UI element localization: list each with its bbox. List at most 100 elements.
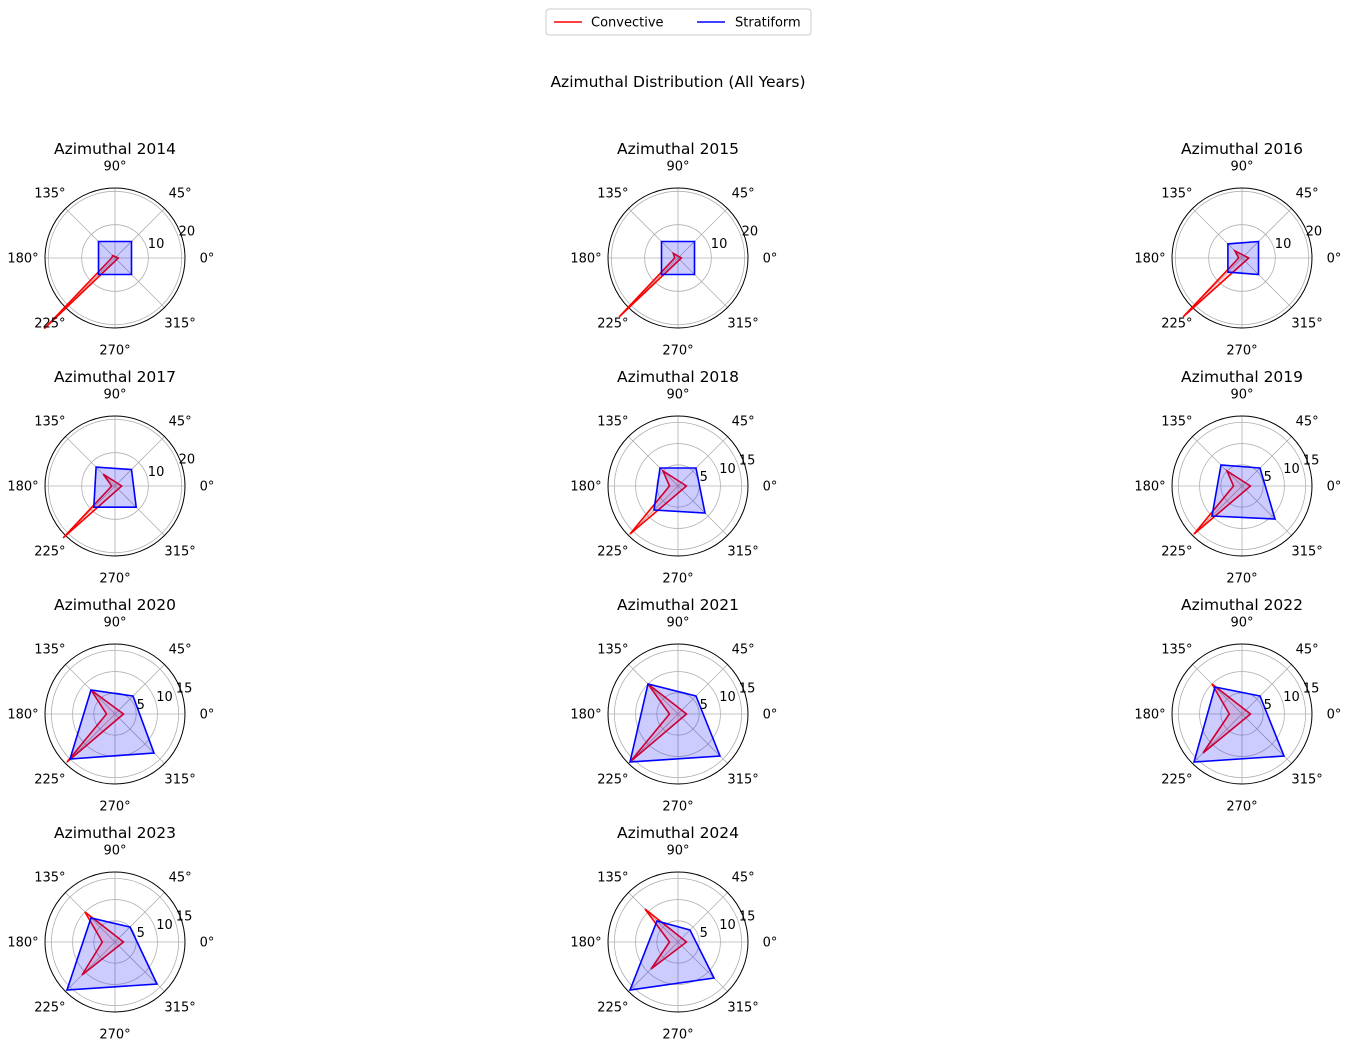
polar-spine xyxy=(1171,187,1313,329)
theta-tick-label: 270° xyxy=(99,344,130,359)
polar-spine xyxy=(607,643,749,785)
series-line-stratiform xyxy=(1227,240,1260,276)
theta-gridline xyxy=(1241,485,1292,536)
theta-tick-label: 225° xyxy=(34,1001,65,1016)
r-gridline xyxy=(613,877,743,1007)
series-fill-convective xyxy=(630,471,687,534)
theta-tick-label: 90° xyxy=(666,388,689,403)
theta-tick-label: 180° xyxy=(7,708,38,723)
r-tick-label: 15 xyxy=(176,910,193,925)
theta-tick-label: 270° xyxy=(99,572,130,587)
series-line-convective xyxy=(644,908,688,970)
theta-tick-label: 270° xyxy=(662,1028,693,1043)
r-gridline xyxy=(81,452,149,520)
theta-gridline xyxy=(677,892,728,943)
theta-tick-label: 225° xyxy=(597,773,628,788)
theta-tick-label: 180° xyxy=(570,936,601,951)
polar-spine xyxy=(607,187,749,329)
series-fill-stratiform xyxy=(70,690,154,759)
theta-tick-label: 315° xyxy=(727,545,758,560)
r-gridline xyxy=(656,692,700,736)
r-gridline xyxy=(613,649,743,779)
series-fill-convective xyxy=(67,690,124,762)
polar-spine xyxy=(44,415,186,557)
theta-tick-label: 180° xyxy=(7,252,38,267)
theta-tick-label: 135° xyxy=(597,414,628,429)
r-gridline xyxy=(50,649,180,779)
r-tick-label: 10 xyxy=(148,465,165,480)
theta-gridline xyxy=(1241,664,1292,715)
series-line-stratiform xyxy=(92,466,138,508)
r-tick-label: 5 xyxy=(1264,470,1272,485)
r-tick-label: 20 xyxy=(742,225,759,240)
legend-label-stratiform: Stratiform xyxy=(735,16,801,31)
theta-tick-label: 270° xyxy=(1226,344,1257,359)
r-gridline xyxy=(644,224,712,292)
r-gridline xyxy=(1208,224,1276,292)
theta-tick-label: 225° xyxy=(1161,545,1192,560)
r-tick-label: 5 xyxy=(137,926,145,941)
theta-tick-label: 180° xyxy=(1134,252,1165,267)
r-gridline xyxy=(656,920,700,964)
theta-tick-label: 135° xyxy=(597,870,628,885)
theta-gridline xyxy=(65,941,116,992)
polar-spine xyxy=(44,187,186,329)
theta-tick-label: 270° xyxy=(1226,572,1257,587)
subplot-title: Azimuthal 2019 xyxy=(1181,368,1303,386)
r-tick-label: 15 xyxy=(739,682,756,697)
r-tick-label: 5 xyxy=(137,698,145,713)
theta-tick-label: 315° xyxy=(1291,545,1322,560)
series-line-convective xyxy=(618,251,683,318)
r-tick-label: 10 xyxy=(719,918,736,933)
polar-spine xyxy=(1171,643,1313,785)
theta-tick-label: 180° xyxy=(570,252,601,267)
series-fill-stratiform xyxy=(1194,687,1284,762)
theta-tick-label: 45° xyxy=(732,642,755,657)
theta-tick-label: 180° xyxy=(570,708,601,723)
polar-spine xyxy=(607,871,749,1013)
series-fill-stratiform xyxy=(93,467,137,508)
theta-tick-label: 90° xyxy=(103,844,126,859)
theta-tick-label: 45° xyxy=(169,870,192,885)
theta-tick-label: 315° xyxy=(1291,773,1322,788)
series-line-stratiform xyxy=(653,467,706,514)
theta-tick-label: 90° xyxy=(1230,616,1253,631)
theta-tick-label: 225° xyxy=(34,545,65,560)
theta-tick-label: 0° xyxy=(200,708,215,723)
theta-tick-label: 90° xyxy=(103,388,126,403)
polar-spine xyxy=(607,415,749,557)
series-line-stratiform xyxy=(1211,464,1277,520)
theta-tick-label: 135° xyxy=(1161,642,1192,657)
polar-spine xyxy=(44,871,186,1013)
subplot-title: Azimuthal 2018 xyxy=(617,368,739,386)
legend: Convective Stratiform xyxy=(545,8,812,36)
subplot-title: Azimuthal 2015 xyxy=(617,140,739,158)
r-gridline xyxy=(81,224,149,292)
theta-tick-label: 270° xyxy=(662,800,693,815)
subplot-title: Azimuthal 2020 xyxy=(54,596,176,614)
theta-tick-label: 135° xyxy=(34,870,65,885)
theta-tick-label: 135° xyxy=(34,186,65,201)
series-fill-stratiform xyxy=(654,468,705,513)
theta-gridline xyxy=(677,941,728,992)
series-line-convective xyxy=(66,689,125,763)
theta-tick-label: 270° xyxy=(662,344,693,359)
polar-panel: 0° 45° 90° 135° 180° 225° 270° 315° 10 20 Azimutha… xyxy=(7,368,214,587)
series-line-convective xyxy=(1193,468,1252,535)
theta-tick-label: 0° xyxy=(200,936,215,951)
theta-tick-label: 270° xyxy=(662,572,693,587)
theta-tick-label: 0° xyxy=(763,936,778,951)
theta-tick-label: 90° xyxy=(103,160,126,175)
series-line-convective xyxy=(62,473,124,539)
theta-gridline xyxy=(1192,713,1243,764)
legend-frame xyxy=(545,8,812,36)
theta-tick-label: 225° xyxy=(34,317,65,332)
theta-tick-label: 225° xyxy=(597,317,628,332)
theta-tick-label: 0° xyxy=(1327,252,1342,267)
theta-gridline xyxy=(114,664,165,715)
theta-tick-label: 0° xyxy=(200,480,215,495)
r-gridline xyxy=(635,899,721,985)
theta-tick-label: 0° xyxy=(1327,708,1342,723)
series-line-stratiform xyxy=(660,240,696,276)
